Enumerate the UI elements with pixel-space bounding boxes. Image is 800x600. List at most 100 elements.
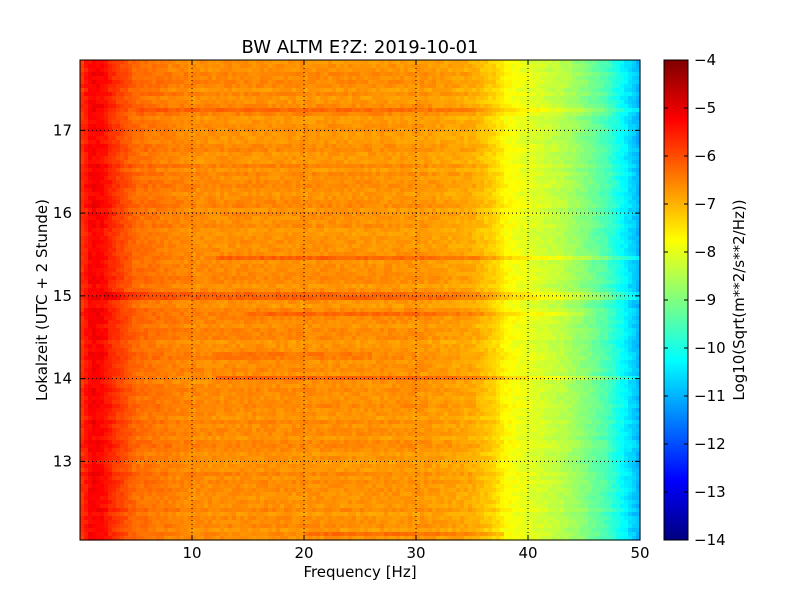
heatmap-cell <box>580 120 585 125</box>
heatmap-cell <box>624 112 629 117</box>
heatmap-cell <box>368 136 373 141</box>
heatmap-cell <box>228 144 233 149</box>
heatmap-cell <box>424 156 429 161</box>
heatmap-cell <box>176 72 181 77</box>
heatmap-cell <box>540 152 545 157</box>
heatmap-cell <box>348 132 353 137</box>
heatmap-cell <box>244 144 249 149</box>
heatmap-cell <box>116 172 121 177</box>
heatmap-cell <box>480 108 485 113</box>
heatmap-cell <box>520 108 525 113</box>
heatmap-cell <box>624 92 629 97</box>
heatmap-cell <box>108 124 113 129</box>
heatmap-cell <box>188 148 193 153</box>
heatmap-cell <box>536 140 541 145</box>
heatmap-cell <box>84 148 89 153</box>
heatmap-cell <box>140 64 145 69</box>
heatmap-cell <box>528 124 533 129</box>
heatmap-cell <box>492 76 497 81</box>
heatmap-cell <box>176 128 181 133</box>
heatmap-cell <box>364 148 369 153</box>
heatmap-cell <box>248 112 253 117</box>
heatmap-cell <box>408 128 413 133</box>
heatmap-cell <box>108 144 113 149</box>
heatmap-cell <box>436 200 441 205</box>
heatmap-cell <box>436 108 441 113</box>
heatmap-cell <box>272 200 277 205</box>
heatmap-cell <box>196 108 201 113</box>
heatmap-cell <box>192 120 197 125</box>
heatmap-cell <box>128 120 133 125</box>
heatmap-cell <box>96 112 101 117</box>
heatmap-cell <box>264 200 269 205</box>
heatmap-cell <box>396 132 401 137</box>
heatmap-cell <box>324 76 329 81</box>
heatmap-cell <box>196 188 201 193</box>
heatmap-cell <box>124 76 129 81</box>
heatmap-cell <box>260 100 265 105</box>
heatmap-cell <box>180 60 185 65</box>
heatmap-cell <box>128 80 133 85</box>
heatmap-cell <box>596 92 601 97</box>
heatmap-cell <box>484 116 489 121</box>
heatmap-cell <box>400 200 405 205</box>
heatmap-cell <box>312 140 317 145</box>
heatmap-cell <box>380 192 385 197</box>
heatmap-cell <box>100 84 105 89</box>
heatmap-cell <box>96 168 101 173</box>
heatmap-cell <box>524 172 529 177</box>
heatmap-cell <box>552 72 557 77</box>
heatmap-cell <box>508 68 513 73</box>
heatmap-cell <box>500 100 505 105</box>
heatmap-cell <box>80 108 85 113</box>
heatmap-cell <box>492 108 497 113</box>
heatmap-cell <box>524 136 529 141</box>
heatmap-cell <box>532 140 537 145</box>
heatmap-cell <box>196 88 201 93</box>
heatmap-cell <box>436 104 441 109</box>
heatmap-cell <box>308 192 313 197</box>
heatmap-cell <box>572 136 577 141</box>
heatmap-cell <box>240 60 245 65</box>
heatmap-cell <box>292 160 297 165</box>
heatmap-cell <box>340 116 345 121</box>
heatmap-cell <box>120 200 125 205</box>
heatmap-cell <box>620 168 625 173</box>
heatmap-cell <box>444 196 449 201</box>
heatmap-cell <box>88 172 93 177</box>
heatmap-cell <box>336 116 341 121</box>
heatmap-cell <box>364 72 369 77</box>
heatmap-cell <box>368 144 373 149</box>
heatmap-cell <box>120 104 125 109</box>
heatmap-cell <box>184 84 189 89</box>
heatmap-cell <box>248 156 253 161</box>
heatmap-cell <box>224 88 229 93</box>
heatmap-cell <box>100 196 105 201</box>
heatmap-cell <box>316 192 321 197</box>
heatmap-cell <box>596 132 601 137</box>
heatmap-cell <box>208 168 213 173</box>
heatmap-cell <box>300 64 305 69</box>
heatmap-cell <box>456 196 461 201</box>
heatmap-cell <box>116 112 121 117</box>
heatmap-cell <box>128 172 133 177</box>
heatmap-cell <box>528 72 533 77</box>
heatmap-cell <box>244 200 249 205</box>
heatmap-cell <box>168 168 173 173</box>
heatmap-cell <box>96 184 101 189</box>
heatmap-cell <box>296 80 301 85</box>
heatmap-cell <box>552 192 557 197</box>
heatmap-cell <box>236 188 241 193</box>
heatmap-cell <box>332 96 337 101</box>
heatmap-cell <box>272 84 277 89</box>
heatmap-cell <box>220 64 225 69</box>
heatmap-cell <box>104 132 109 137</box>
heatmap-cell <box>520 148 525 153</box>
heatmap-cell <box>376 64 381 69</box>
heatmap-cell <box>468 84 473 89</box>
heatmap-cell <box>504 152 509 157</box>
heatmap-cell <box>400 80 405 85</box>
heatmap-cell <box>208 140 213 145</box>
chart-title: BW ALTM E?Z: 2019-10-01 <box>242 37 479 58</box>
heatmap-cell <box>488 128 493 133</box>
